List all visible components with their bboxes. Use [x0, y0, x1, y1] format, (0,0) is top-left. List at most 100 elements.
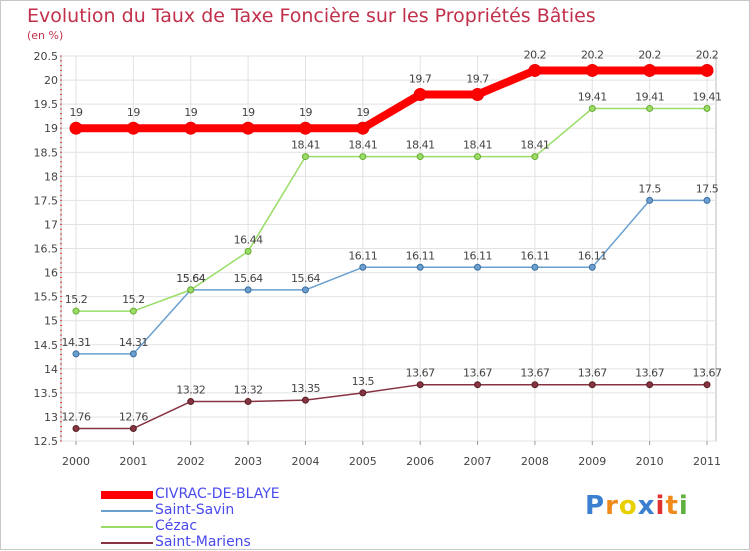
- y-tick-label: 17.5: [34, 194, 59, 207]
- data-point: [359, 153, 367, 161]
- data-point: [241, 121, 255, 135]
- series-line: [76, 383, 707, 430]
- logo-letter: P: [585, 491, 606, 521]
- legend-label: Saint-Savin: [155, 502, 235, 518]
- axis-layer: 12.5 13 13.5 14 14.5 15 15.5 16 16.5 17 17.5 18 18.5…: [34, 50, 722, 468]
- y-tick-label: 12.5: [34, 435, 59, 448]
- data-point: [184, 121, 198, 135]
- data-point: [646, 104, 654, 112]
- x-tick-label: 2006: [406, 455, 434, 468]
- data-point: [588, 381, 596, 389]
- legend-label: CIVRAC-DE-BLAYE: [155, 486, 280, 502]
- data-point: [643, 63, 657, 77]
- grid-layer: [60, 55, 717, 442]
- data-label: 13.5: [352, 375, 375, 388]
- x-tick-label: 2002: [177, 455, 205, 468]
- y-tick-label: 15.5: [34, 291, 59, 304]
- data-point: [129, 424, 137, 432]
- data-label: 20.2: [581, 48, 604, 61]
- data-label: 19: [356, 106, 369, 119]
- y-tick-label: 16.5: [34, 243, 59, 256]
- data-point: [301, 286, 309, 294]
- data-label: 17.5: [696, 182, 719, 195]
- y-tick-label: 19: [44, 122, 58, 135]
- y-tick-label: 15: [44, 315, 58, 328]
- data-label: 19: [242, 106, 255, 119]
- data-point: [126, 121, 140, 135]
- data-point: [416, 153, 424, 161]
- data-label: 16.11: [348, 249, 377, 262]
- data-point: [700, 63, 714, 77]
- data-label: 20.2: [524, 48, 547, 61]
- chart-legend: CIVRAC-DE-BLAYE Saint-Savin Cézac Saint-…: [101, 486, 361, 551]
- data-label: 19: [70, 106, 83, 119]
- data-label: 14.31: [119, 336, 148, 349]
- series-layer: 19 19 19 19 19 19 19.7 19.7 20.2 20.2 20.2 20.2 14.3…: [62, 48, 722, 432]
- data-point: [531, 153, 539, 161]
- data-point: [72, 307, 80, 315]
- data-label: 13.67: [463, 367, 492, 380]
- data-point: [588, 263, 596, 271]
- data-label: 15.2: [65, 293, 88, 306]
- data-point: [69, 121, 83, 135]
- legend-swatch: [101, 510, 153, 512]
- x-tick-label: 2000: [62, 455, 90, 468]
- data-point: [298, 121, 312, 135]
- logo-letter: i: [655, 491, 666, 521]
- legend-swatch: [101, 542, 153, 544]
- chart-unit-label: (en %): [27, 29, 64, 42]
- data-point: [129, 307, 137, 315]
- y-tick-label: 16: [44, 267, 58, 280]
- data-point: [187, 398, 195, 406]
- data-label: 12.76: [62, 410, 91, 423]
- x-tick-label: 2001: [119, 455, 147, 468]
- y-tick-label: 13: [44, 411, 58, 424]
- data-label: 13.67: [520, 367, 549, 380]
- data-point: [588, 104, 596, 112]
- y-tick-label: 20.5: [34, 50, 59, 63]
- data-point: [416, 263, 424, 271]
- logo-letter: o: [618, 491, 638, 521]
- x-tick-label: 2003: [234, 455, 262, 468]
- legend-swatch: [101, 526, 153, 528]
- data-label: 15.64: [234, 272, 263, 285]
- data-point: [72, 424, 80, 432]
- chart-title: Evolution du Taux de Taxe Foncière sur l…: [27, 5, 596, 27]
- proxiti-logo: Proxiti: [585, 491, 689, 521]
- logo-letter: i: [678, 491, 689, 521]
- data-label: 18.41: [406, 139, 435, 152]
- data-point: [703, 196, 711, 204]
- series-line: [76, 199, 707, 355]
- legend-item: Saint-Mariens: [101, 534, 361, 551]
- data-label: 19.41: [578, 90, 607, 103]
- y-tick-label: 18.5: [34, 146, 59, 159]
- data-point: [474, 263, 482, 271]
- data-point: [359, 263, 367, 271]
- y-tick-label: 18: [44, 170, 58, 183]
- data-label: 19: [184, 106, 197, 119]
- y-tick-label: 19.5: [34, 98, 59, 111]
- data-label: 18.41: [520, 139, 549, 152]
- data-point: [474, 153, 482, 161]
- data-point: [474, 381, 482, 389]
- data-label: 13.32: [234, 384, 263, 397]
- data-point: [301, 153, 309, 161]
- data-label: 18.41: [291, 139, 320, 152]
- data-label: 13.35: [291, 382, 320, 395]
- data-label: 15.64: [291, 272, 320, 285]
- data-point: [359, 389, 367, 397]
- data-point: [72, 350, 80, 358]
- data-point: [244, 398, 252, 406]
- x-tick-label: 2009: [578, 455, 606, 468]
- data-label: 16.11: [406, 249, 435, 262]
- data-point: [244, 247, 252, 255]
- data-label: 15.64: [176, 272, 205, 285]
- data-label: 19.41: [635, 90, 664, 103]
- x-tick-label: 2005: [349, 455, 377, 468]
- data-label: 15.2: [122, 293, 145, 306]
- logo-letter: x: [637, 491, 656, 521]
- logo-letter: r: [605, 491, 619, 521]
- data-label: 18.41: [348, 139, 377, 152]
- data-label: 16.44: [234, 233, 263, 246]
